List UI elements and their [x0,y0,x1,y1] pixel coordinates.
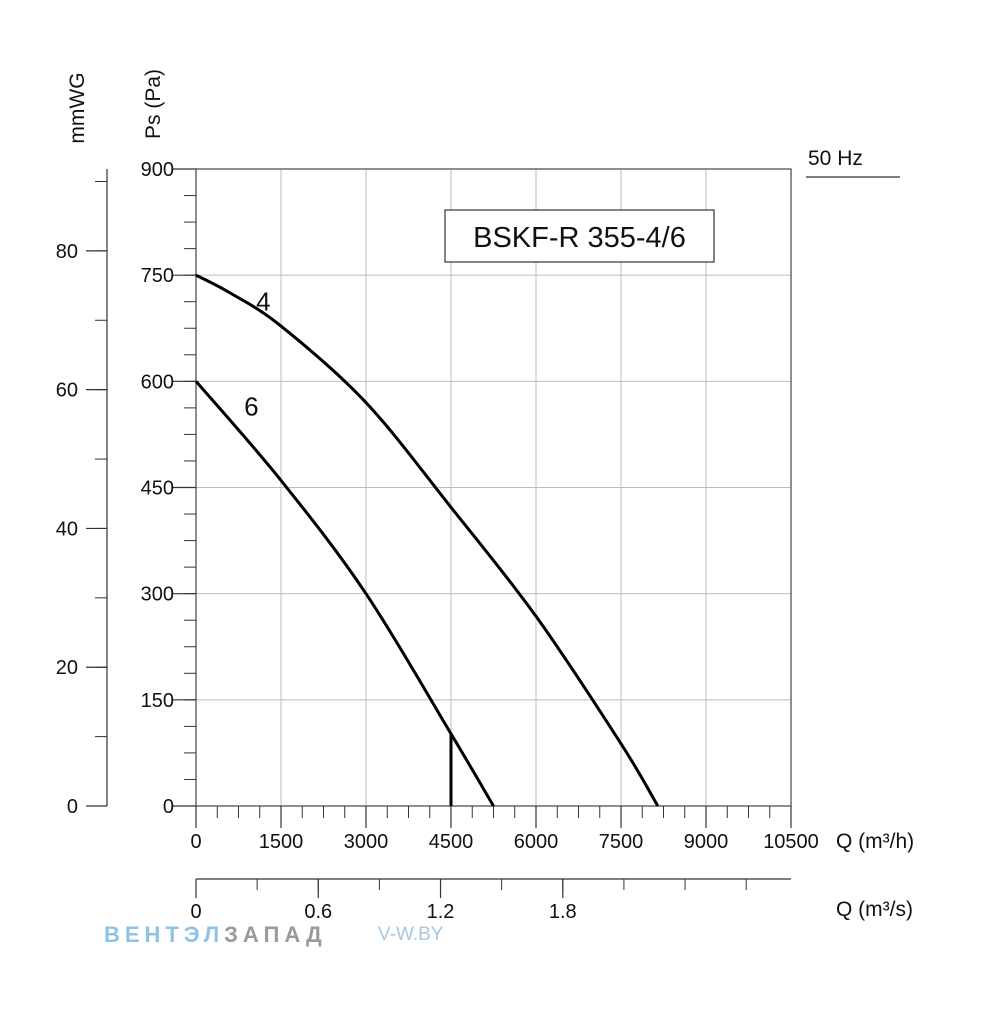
x-tick-label: 3000 [344,831,389,853]
y-tick-label: 600 [141,371,174,393]
y2-tick-label: 20 [56,657,78,679]
x-tick-label: 1500 [259,831,304,853]
watermark-part1: ВЕНТЭЛ [104,922,225,947]
x2-tick-label: 1.2 [427,901,455,923]
series-label-4: 4 [256,287,270,317]
y-tick-label: 750 [141,265,174,287]
series-label-6: 6 [244,391,258,421]
x-axis-label: Q (m³/h) [836,830,914,853]
x-tick-label: 4500 [429,831,474,853]
brand-watermark: ВЕНТЭЛЗАПАД [104,922,327,948]
y-tick-label: 450 [141,478,174,500]
x-tick-label: 6000 [514,831,559,853]
title-box [444,209,715,263]
watermark-url[interactable]: V-W.BY [378,924,443,946]
frequency-label: 50 Hz [808,147,863,170]
x-tick-label: 7500 [599,831,644,853]
y-axis-label: Ps (Pa) [142,69,165,139]
y-tick-label: 300 [141,584,174,606]
y2-tick-label: 40 [56,518,78,540]
y-tick-label: 900 [141,159,174,181]
y-tick-label: 150 [141,690,174,712]
watermark-url-rest: W.BY [395,924,444,945]
x-tick-label: 9000 [684,831,729,853]
series-curve-6 [194,380,495,807]
y2-tick-label: 60 [56,380,78,402]
watermark-part2: ЗАПАД [224,922,327,947]
x2-tick-label: 1.8 [549,901,577,923]
x2-axis-label: Q (m³/s) [836,898,913,921]
x2-tick-label: 0 [190,901,201,923]
x-tick-label: 10500 [763,831,819,853]
y2-tick-label: 0 [67,796,78,818]
chart-title: BSKF-R 355-4/6 [473,222,686,254]
x2-tick-label: 0.6 [304,901,332,923]
y-tick-label: 0 [163,796,174,818]
y2-tick-label: 80 [56,241,78,263]
y2-axis-label: mmWG [66,72,89,143]
series-curve-4 [195,273,660,807]
watermark-url-prefix: V- [378,924,396,945]
x-tick-label: 0 [190,831,201,853]
